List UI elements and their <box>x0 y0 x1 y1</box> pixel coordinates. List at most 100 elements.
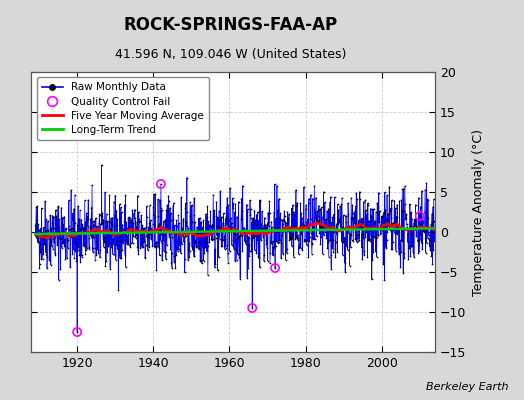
Point <box>423 196 431 203</box>
Point <box>307 192 315 198</box>
Point <box>401 215 410 222</box>
Point <box>59 221 68 228</box>
Point <box>93 246 102 252</box>
Point <box>376 222 384 228</box>
Point <box>315 224 324 231</box>
Point <box>249 215 258 222</box>
Point <box>120 218 128 224</box>
Point <box>188 202 196 208</box>
Point <box>399 185 408 192</box>
Point <box>412 223 420 230</box>
Point <box>106 226 115 233</box>
Point <box>324 254 333 260</box>
Point <box>391 209 399 215</box>
Point <box>129 233 137 239</box>
Point <box>77 227 85 233</box>
Point <box>52 213 61 219</box>
Point <box>207 222 215 229</box>
Point <box>368 232 377 239</box>
Point <box>257 237 265 244</box>
Point <box>281 256 290 263</box>
Point <box>392 231 401 237</box>
Text: 41.596 N, 109.046 W (United States): 41.596 N, 109.046 W (United States) <box>115 48 346 61</box>
Point <box>280 213 289 219</box>
Point <box>176 231 184 237</box>
Point <box>122 219 130 226</box>
Point <box>269 252 277 259</box>
Point <box>362 207 370 214</box>
Point <box>346 231 354 237</box>
Point <box>309 236 318 242</box>
Point <box>419 229 428 235</box>
Point <box>247 248 256 254</box>
Point <box>336 223 345 230</box>
Point <box>423 235 432 242</box>
Point <box>408 230 416 236</box>
Point <box>385 184 394 190</box>
Point <box>251 217 259 223</box>
Point <box>337 228 345 234</box>
Point <box>279 251 287 257</box>
Point <box>202 214 211 220</box>
Point <box>254 252 263 259</box>
Point <box>103 229 111 235</box>
Point <box>302 242 311 248</box>
Point <box>316 206 324 212</box>
Point <box>364 237 373 244</box>
Point <box>341 269 350 276</box>
Point <box>305 234 314 240</box>
Point <box>278 216 287 223</box>
Point <box>69 210 77 216</box>
Y-axis label: Temperature Anomaly (°C): Temperature Anomaly (°C) <box>472 128 485 296</box>
Point <box>326 194 335 200</box>
Point <box>236 233 244 239</box>
Point <box>227 215 235 222</box>
Point <box>418 188 426 194</box>
Point <box>73 222 82 228</box>
Point <box>134 192 142 199</box>
Point <box>290 226 299 232</box>
Point <box>246 197 254 203</box>
Point <box>323 245 332 251</box>
Point <box>80 226 88 232</box>
Point <box>85 243 93 250</box>
Point <box>141 255 149 261</box>
Point <box>255 197 264 203</box>
Point <box>266 238 275 245</box>
Point <box>249 232 257 238</box>
Point <box>108 251 117 257</box>
Point <box>376 208 384 214</box>
Point <box>183 231 192 237</box>
Point <box>119 240 127 246</box>
Point <box>144 247 152 253</box>
Point <box>83 213 92 220</box>
Point <box>223 221 231 227</box>
Point <box>129 233 138 240</box>
Point <box>303 216 312 222</box>
Point <box>220 210 228 216</box>
Point <box>86 224 94 230</box>
Point <box>370 234 378 241</box>
Point <box>359 198 368 205</box>
Point <box>142 224 150 230</box>
Point <box>206 224 215 230</box>
Point <box>86 225 95 232</box>
Point <box>245 234 253 241</box>
Point <box>430 226 439 232</box>
Point <box>280 208 288 215</box>
Point <box>394 226 402 232</box>
Point <box>403 239 412 245</box>
Point <box>335 218 343 225</box>
Point <box>94 250 103 256</box>
Point <box>292 187 300 193</box>
Point <box>358 256 366 262</box>
Point <box>354 219 363 225</box>
Point <box>152 240 160 246</box>
Point <box>239 228 248 235</box>
Point <box>311 236 319 242</box>
Point <box>245 242 254 248</box>
Point <box>331 194 339 200</box>
Point <box>46 243 54 250</box>
Point <box>264 219 272 226</box>
Point <box>114 246 122 252</box>
